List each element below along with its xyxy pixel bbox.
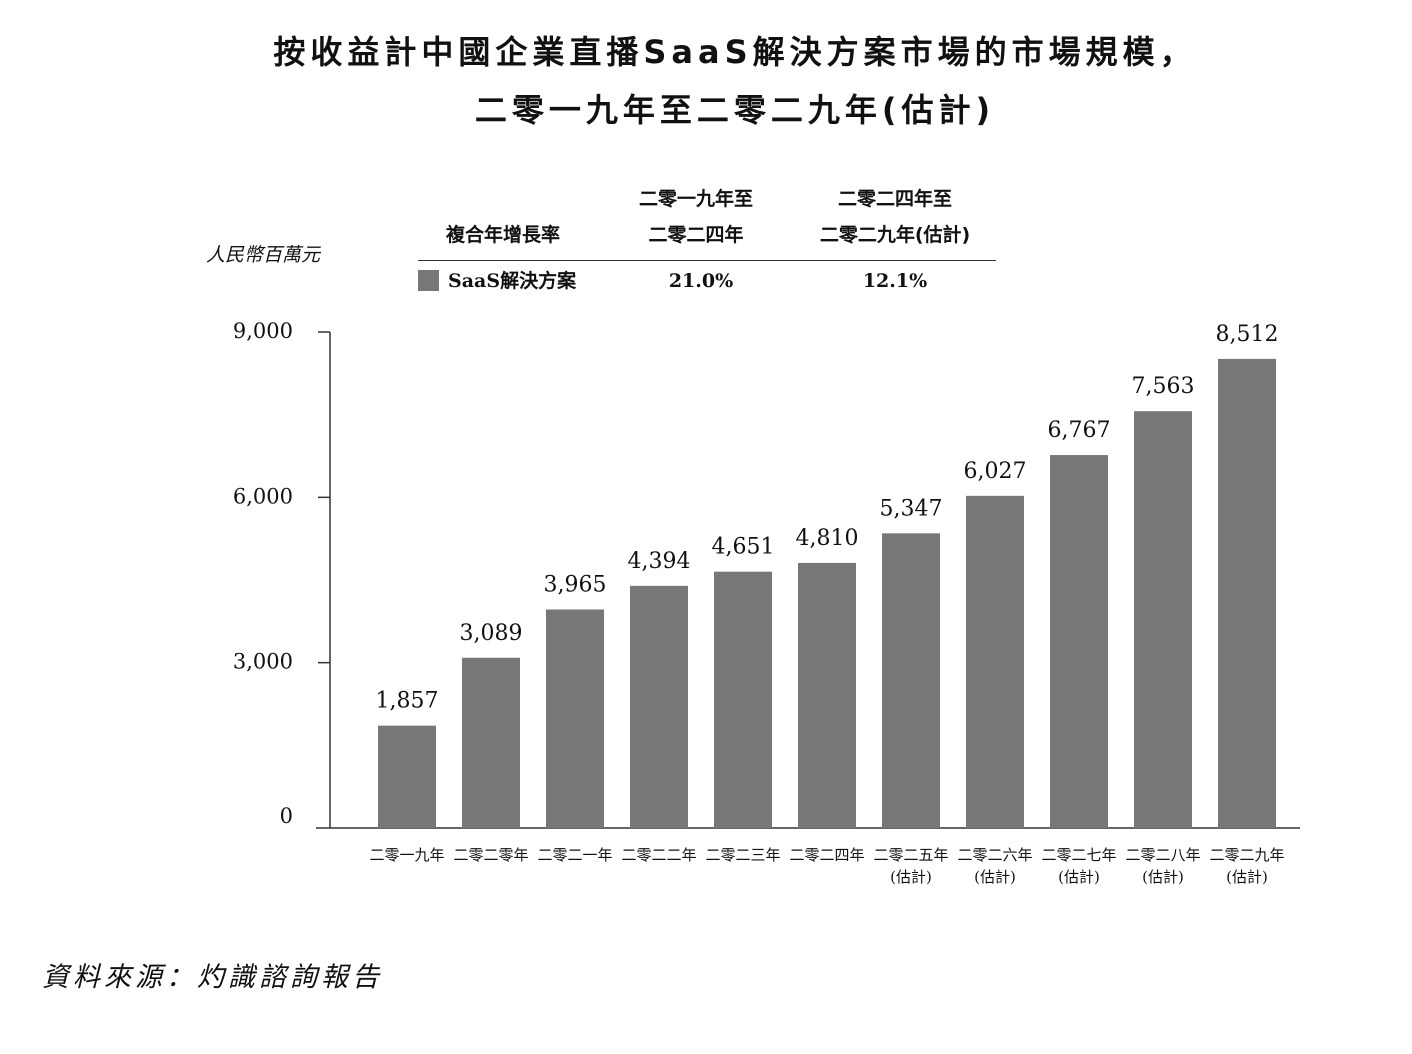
x-tick-label: 二零二七年 <box>1041 846 1116 864</box>
cagr-period-2-line-1: 二零二四年至 <box>837 188 952 210</box>
bar <box>546 609 604 828</box>
x-tick-label: 二零二六年 <box>957 846 1032 864</box>
bar <box>1050 455 1108 828</box>
legend-label: SaaS解決方案 <box>448 270 577 292</box>
bar-value-label: 6,027 <box>964 459 1027 484</box>
legend-swatch <box>418 270 439 291</box>
bar-value-label: 5,347 <box>880 496 943 521</box>
cagr-period-1-line-1: 二零一九年至 <box>638 188 753 210</box>
bar-value-label: 3,965 <box>544 572 607 597</box>
cagr-period-2-line-2: 二零二九年(估計) <box>819 224 971 246</box>
y-axis-unit-label: 人民幣百萬元 <box>206 244 321 266</box>
bar-value-label: 7,563 <box>1132 374 1195 399</box>
x-tick-label: 二零二零年 <box>453 846 528 864</box>
x-tick-label-estimate: (估計) <box>1226 868 1268 886</box>
x-tick-label-estimate: (估計) <box>1142 868 1184 886</box>
bar <box>462 657 520 828</box>
cagr-period-1-line-2: 二零二四年 <box>648 224 744 246</box>
x-tick-label: 二零二八年 <box>1125 846 1200 864</box>
x-tick-label: 二零二九年 <box>1209 846 1284 864</box>
bar-value-label: 1,857 <box>376 689 439 714</box>
bar <box>714 571 772 828</box>
bar-value-label: 4,810 <box>796 526 859 551</box>
bar-value-label: 8,512 <box>1216 322 1279 347</box>
bar <box>966 495 1024 828</box>
bar <box>630 585 688 828</box>
bar <box>798 562 856 828</box>
source-note: 資料來源：灼識諮詢報告 <box>42 962 383 993</box>
x-tick-label: 二零二四年 <box>789 846 864 864</box>
y-tick-label: 6,000 <box>233 484 293 508</box>
bar-value-label: 4,651 <box>712 535 775 560</box>
bar <box>1134 411 1192 828</box>
cagr-value-2024-2029: 12.1% <box>862 270 928 292</box>
x-tick-label-estimate: (估計) <box>974 868 1016 886</box>
bar <box>378 725 436 828</box>
x-tick-label-estimate: (估計) <box>890 868 932 886</box>
bar-value-label: 3,089 <box>460 621 523 646</box>
cagr-value-2019-2024: 21.0% <box>668 270 734 292</box>
bar <box>1218 358 1276 828</box>
x-tick-label: 二零一九年 <box>369 846 444 864</box>
y-tick-label: 0 <box>280 804 293 828</box>
chart-title-line-2: 二零一九年至二零二九年(估計) <box>474 91 996 129</box>
y-tick-label: 9,000 <box>233 319 293 343</box>
bar <box>882 533 940 828</box>
x-tick-label: 二零二二年 <box>621 846 696 864</box>
x-tick-label: 二零二五年 <box>873 846 948 864</box>
y-tick-label: 3,000 <box>233 650 293 674</box>
x-tick-label-estimate: (估計) <box>1058 868 1100 886</box>
x-tick-label: 二零二一年 <box>537 846 612 864</box>
cagr-table-divider <box>418 260 996 261</box>
x-tick-label: 二零二三年 <box>705 846 780 864</box>
cagr-header-label: 複合年增長率 <box>445 224 560 246</box>
bar-value-label: 4,394 <box>628 549 691 574</box>
bar-value-label: 6,767 <box>1048 418 1111 443</box>
chart-title-line-1: 按收益計中國企業直播SaaS解決方案市場的市場規模， <box>273 33 1197 71</box>
